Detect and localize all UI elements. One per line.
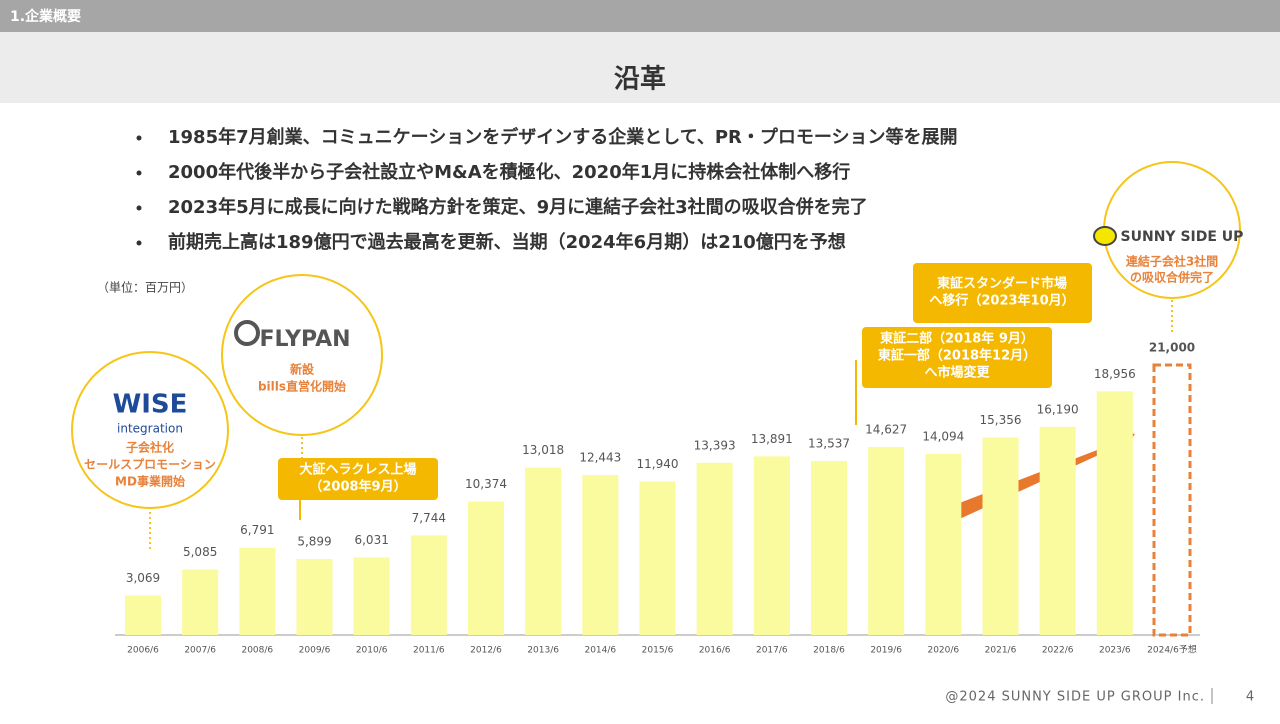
x-tick-label: 2006/6 [127,646,159,656]
egg-icon [1093,226,1117,246]
callout-text: bills直営化開始 [258,379,346,394]
bar [639,481,676,635]
bar [296,559,333,635]
value-label: 18,956 [1094,367,1136,381]
callout-text: セールスプロモーション [84,457,216,472]
bar [982,437,1019,635]
value-label: 6,791 [240,523,274,537]
bullet: 2023年5月に成長に向けた戦略方針を策定、9月に連結子会社3社間の吸収合併を完… [168,196,868,218]
pan-icon [234,320,260,346]
logo: SUNNY SIDE UP [1121,229,1244,245]
x-tick-label: 2014/6 [584,646,616,656]
title-band [0,32,1280,103]
value-label: 5,899 [297,535,331,549]
bar [696,462,733,635]
bullet: 2000年代後半から子会社設立やM&Aを積極化、2020年1月に持株会社体制へ移… [168,161,850,183]
bar [1096,391,1133,635]
value-label: 13,018 [522,443,564,457]
bar [182,569,219,635]
value-label: 12,443 [579,451,621,465]
bar [353,557,390,635]
value-label: 5,085 [183,545,217,559]
x-tick-label: 2019/6 [870,646,902,656]
x-tick-label: 2016/6 [699,646,731,656]
box [278,458,438,500]
callout-text: 新設 [290,362,315,377]
callout-text: の吸収合併完了 [1130,270,1214,285]
x-tick-label: 2018/6 [813,646,845,656]
bar [925,453,962,635]
copyright: @2024 SUNNY SIDE UP GROUP Inc. [945,690,1205,705]
callout-text: 東証スタンダード市場 [937,276,1067,292]
box [913,263,1092,323]
x-tick-label: 2009/6 [299,646,331,656]
bar [868,446,905,635]
value-label: 16,190 [1037,402,1079,416]
value-label: 13,891 [751,432,793,446]
x-tick-label: 2023/6 [1099,646,1131,656]
bar [525,467,562,635]
x-tick-label: 2024/6予想 [1147,644,1197,656]
logo: FLYPAN [259,327,350,352]
x-tick-label: 2010/6 [356,646,388,656]
x-tick-label: 2011/6 [413,646,445,656]
callout-text: へ移行（2023年10月） [929,293,1074,309]
value-label: 13,393 [694,438,736,452]
bullet-dot [136,135,142,141]
x-tick-label: 2013/6 [527,646,559,656]
box [862,327,1052,388]
bullet: 1985年7月創業、コミュニケーションをデザインする企業として、PR・プロモーシ… [168,126,958,148]
bar [811,460,847,635]
value-label: 6,031 [354,533,388,547]
section: 1.企業概要 [10,8,81,25]
callout-text: 大証ヘラクレス上場 [299,462,416,478]
callout-text: MD事業開始 [115,474,185,489]
bar-forecast [1152,363,1192,637]
circle [221,274,383,436]
circle [71,351,229,509]
value-label: 13,537 [808,436,850,450]
bar [582,475,619,635]
value-label: 7,744 [412,511,446,525]
logo-sub: integration [117,422,183,436]
x-tick-label: 2020/6 [927,646,959,656]
bullet-dot [136,170,142,176]
x-tick-label: 2012/6 [470,646,502,656]
callout-text: 東証二部（2018年 9月） [880,331,1034,347]
x-tick-label: 2007/6 [184,646,216,656]
title: 沿革 [614,65,666,95]
x-tick-label: 2017/6 [756,646,788,656]
bar [239,547,276,635]
value-label: 14,627 [865,422,907,436]
page-number: 4 [1246,690,1254,705]
unit-note: （単位：百万円） [97,280,193,295]
value-label: 14,094 [922,429,964,443]
logo: WISE [113,390,188,420]
bullet: 前期売上高は189億円で過去最高を更新、当期（2024年6月期）は210億円を予… [168,231,846,253]
callout-text: 東証一部（2018年12月） [878,348,1036,364]
bar [125,595,161,635]
callout-text: 連結子会社3社間 [1126,254,1218,269]
callout-text: へ市場変更 [924,365,990,381]
value-label: 3,069 [126,571,160,585]
callout-text: 子会社化 [126,440,174,455]
x-tick-label: 2022/6 [1042,646,1074,656]
bullet-dot [136,205,142,211]
bullet-dot [136,240,142,246]
x-tick-label: 2015/6 [642,646,674,656]
bar [1039,426,1076,635]
value-label: 10,374 [465,477,507,491]
header-bar [0,0,1280,32]
bar [410,535,447,635]
x-tick-label: 2021/6 [985,646,1017,656]
value-label: 21,000 [1149,341,1195,355]
bar [753,456,790,635]
value-label: 15,356 [980,413,1022,427]
bar [468,501,504,635]
callout-text: （2008年9月） [309,479,406,495]
x-tick-label: 2008/6 [241,646,273,656]
value-label: 11,940 [637,457,679,471]
